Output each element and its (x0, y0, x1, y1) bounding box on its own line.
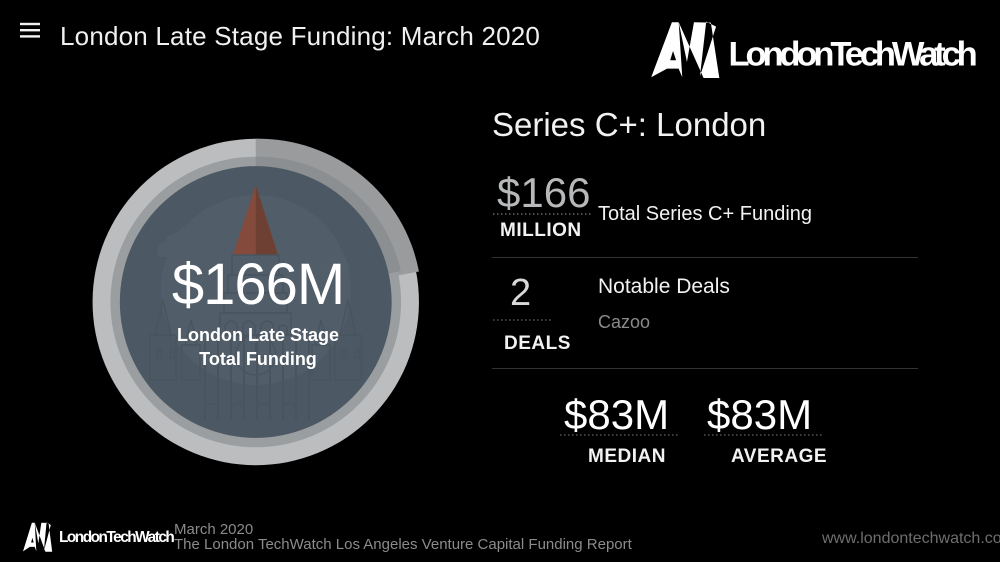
svg-text:Total Funding: Total Funding (199, 349, 317, 369)
svg-text:$166M: $166M (172, 252, 344, 317)
svg-text:London Late Stage: London Late Stage (177, 325, 339, 345)
